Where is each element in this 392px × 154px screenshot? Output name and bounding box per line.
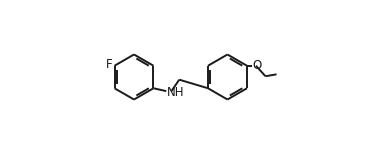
- Text: NH: NH: [167, 86, 185, 99]
- Text: F: F: [105, 58, 112, 71]
- Text: O: O: [252, 59, 262, 72]
